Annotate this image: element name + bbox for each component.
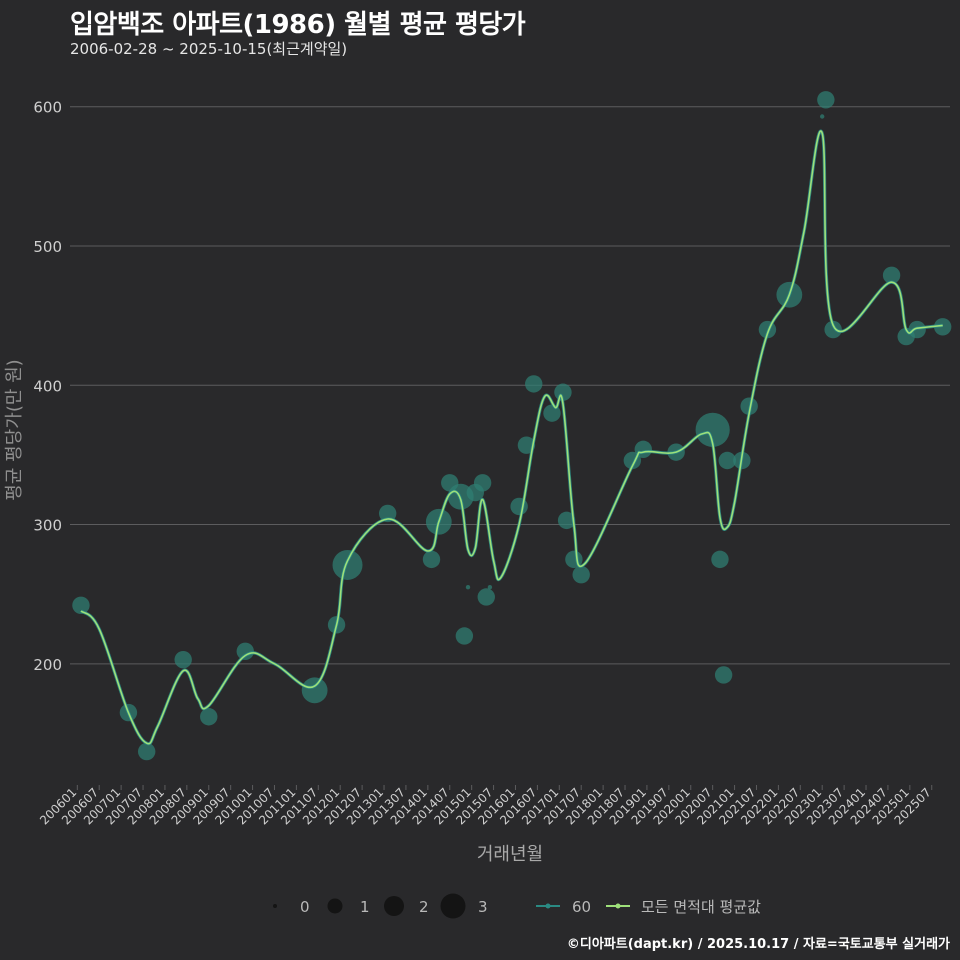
data-point <box>72 596 90 615</box>
data-point <box>711 550 729 569</box>
y-tick-label: 600 <box>33 99 62 117</box>
y-tick-label: 400 <box>33 377 62 395</box>
data-point <box>200 708 218 726</box>
legend-label-average: 모든 면적대 평균값 <box>641 898 761 916</box>
legend-dot-average <box>615 903 621 909</box>
data-point <box>301 677 328 704</box>
grid-lines <box>70 106 950 665</box>
series-line-60 <box>79 129 943 746</box>
data-point <box>465 585 471 590</box>
data-point <box>378 504 397 523</box>
legend-dot-60 <box>545 903 551 909</box>
data-point <box>487 585 493 590</box>
source-credit: ©디아파트(dapt.kr) / 2025.10.17 / 자료=국토교통부 실… <box>566 937 950 952</box>
data-point <box>572 565 590 584</box>
legend: 0 1 2 3 60 모든 면적대 평균값 <box>273 893 761 919</box>
legend-label-60: 60 <box>572 898 591 916</box>
series-line-average <box>80 130 943 745</box>
y-tick-labels: 200 300 400 500 600 <box>33 99 62 674</box>
data-point <box>817 91 835 109</box>
data-point <box>477 588 495 606</box>
x-tick-labels: 2006012006072007012007072008012008072009… <box>37 785 934 828</box>
data-point <box>718 451 736 470</box>
y-tick-label: 300 <box>33 517 62 535</box>
data-point <box>882 266 901 284</box>
data-point <box>332 549 363 580</box>
legend-size-swatch <box>273 904 277 908</box>
data-point <box>695 412 730 447</box>
data-point <box>473 474 492 492</box>
page-subtitle: 2006-02-28 ~ 2025-10-15(최근계약일) <box>70 40 348 58</box>
page-title: 입암백조 아파트(1986) 월별 평균 평당가 <box>70 10 526 40</box>
legend-size-label: 0 <box>300 898 310 916</box>
data-point <box>422 550 441 569</box>
data-point <box>455 627 474 645</box>
legend-size-swatch <box>327 898 343 914</box>
data-point <box>236 642 254 660</box>
series-lines <box>79 129 943 746</box>
data-point <box>557 511 576 530</box>
y-axis-label: 평균 평당가(만 원) <box>4 359 25 500</box>
legend-size-swatch <box>440 893 466 919</box>
data-point <box>824 320 842 339</box>
legend-size-label: 2 <box>419 898 429 916</box>
scatter-points <box>72 91 952 761</box>
data-point <box>714 666 733 684</box>
data-point <box>525 375 543 393</box>
data-point <box>137 742 156 761</box>
y-tick-label: 500 <box>33 238 62 256</box>
legend-size-label: 1 <box>360 898 370 916</box>
data-point <box>819 114 825 119</box>
x-axis-label: 거래년월 <box>477 844 543 865</box>
data-point <box>174 650 192 669</box>
y-tick-label: 200 <box>33 656 62 674</box>
legend-size-label: 3 <box>478 898 488 916</box>
legend-size-swatch <box>384 896 404 916</box>
